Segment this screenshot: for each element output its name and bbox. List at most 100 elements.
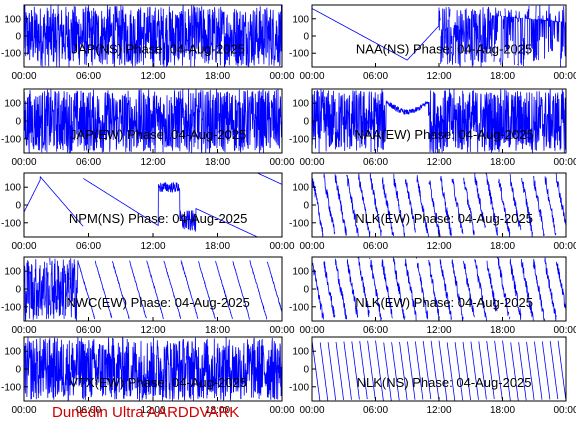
phase-panel-5: 100 0 -100 00:00 06:00 12:00 18:00 00:00 NLK(EW)… <box>289 172 576 252</box>
y-tick-label: -100 <box>1 134 21 145</box>
phase-panel-8: 100 0 -100 00:00 06:00 12:00 18:00 00:00 VTX(EW)… <box>1 336 295 416</box>
phase-series-line <box>312 257 566 321</box>
y-tick-label: 0 <box>303 201 309 212</box>
x-tick-label: 00:00 <box>553 71 576 82</box>
x-tick-label: 18:00 <box>205 325 230 336</box>
phase-panel-4: 100 0 -100 00:00 06:00 12:00 18:00 00:00 NPM(NS)… <box>1 172 295 252</box>
x-tick-label: 12:00 <box>140 405 165 416</box>
x-tick-label: 18:00 <box>205 241 230 252</box>
y-tick-label: 100 <box>292 14 309 25</box>
panel-title: NPM(NS) Phase: 04-Aug-2025 <box>69 211 247 226</box>
panel-title: NLK(EW) Phase: 04-Aug-2025 <box>355 295 533 310</box>
x-tick-label: 00:00 <box>553 325 576 336</box>
x-tick-label: 00:00 <box>11 71 36 82</box>
x-tick-label: 18:00 <box>490 157 515 168</box>
y-tick-label: 100 <box>4 99 21 110</box>
y-tick-label: -100 <box>1 382 21 393</box>
y-tick-label: 0 <box>303 365 309 376</box>
x-tick-label: 00:00 <box>269 405 294 416</box>
phase-series-line <box>24 89 282 153</box>
x-tick-label: 00:00 <box>11 241 36 252</box>
panel-title: VTX(EW) Phase: 04-Aug-2025 <box>69 375 247 390</box>
x-tick-label: 00:00 <box>11 325 36 336</box>
phase-series-line <box>312 89 566 153</box>
y-tick-label: 0 <box>15 285 21 296</box>
x-tick-label: 06:00 <box>76 157 101 168</box>
y-tick-label: 100 <box>4 347 21 358</box>
y-tick-label: 100 <box>292 267 309 278</box>
station-footer: Dunedin Ultra AARDDVARK <box>52 404 240 421</box>
phase-panel-2: 100 0 -100 00:00 06:00 12:00 18:00 00:00 JAP(EW)… <box>1 88 295 168</box>
x-tick-label: 06:00 <box>363 157 388 168</box>
panel-title: NLK(NS) Phase: 04-Aug-2025 <box>357 375 532 390</box>
y-tick-label: 100 <box>292 347 309 358</box>
x-tick-label: 06:00 <box>363 325 388 336</box>
x-tick-label: 18:00 <box>490 405 515 416</box>
x-tick-label: 00:00 <box>269 325 294 336</box>
y-tick-label: 100 <box>4 14 21 25</box>
phase-series-line <box>312 173 566 237</box>
phase-panel-9: 100 0 -100 00:00 06:00 12:00 18:00 00:00 NLK(NS)… <box>289 336 576 416</box>
phase-series-line <box>24 173 282 237</box>
x-tick-label: 12:00 <box>426 241 451 252</box>
x-tick-label: 00:00 <box>299 71 324 82</box>
x-tick-label: 12:00 <box>140 71 165 82</box>
phase-panel-1: 100 0 -100 00:00 06:00 12:00 18:00 00:00 NAA(NS)… <box>289 4 576 82</box>
x-tick-label: 00:00 <box>553 405 576 416</box>
x-tick-label: 06:00 <box>363 71 388 82</box>
y-tick-label: -100 <box>1 302 21 313</box>
x-tick-label: 06:00 <box>76 241 101 252</box>
y-tick-label: 0 <box>15 32 21 43</box>
x-tick-label: 00:00 <box>11 157 36 168</box>
phase-series-line <box>312 5 566 67</box>
y-tick-label: 100 <box>4 183 21 194</box>
phase-series-line <box>312 340 566 401</box>
y-tick-label: -100 <box>289 49 309 60</box>
y-tick-label: 100 <box>292 99 309 110</box>
x-tick-label: 12:00 <box>426 71 451 82</box>
x-tick-label: 00:00 <box>11 405 36 416</box>
y-tick-label: -100 <box>289 218 309 229</box>
panel-title: JAP(EW) Phase: 04-Aug-2025 <box>70 127 246 142</box>
x-tick-label: 06:00 <box>363 241 388 252</box>
x-tick-label: 00:00 <box>299 405 324 416</box>
y-tick-label: 0 <box>303 32 309 43</box>
phase-panel-7: 100 0 -100 00:00 06:00 12:00 18:00 00:00 NLK(EW)… <box>289 256 576 336</box>
phase-series-line <box>24 5 282 67</box>
y-tick-label: 100 <box>4 267 21 278</box>
panel-title: NAA(NS) Phase: 04-Aug-2025 <box>356 41 532 56</box>
y-tick-label: -100 <box>289 302 309 313</box>
x-tick-label: 18:00 <box>205 405 230 416</box>
y-tick-label: -100 <box>1 218 21 229</box>
y-tick-label: 0 <box>303 285 309 296</box>
x-tick-label: 00:00 <box>269 157 294 168</box>
x-tick-label: 06:00 <box>76 325 101 336</box>
panel-title: NWC(EW) Phase: 04-Aug-2025 <box>66 295 250 310</box>
x-tick-label: 06:00 <box>363 405 388 416</box>
y-tick-label: 0 <box>15 365 21 376</box>
y-tick-label: 0 <box>303 117 309 128</box>
y-tick-label: 0 <box>15 117 21 128</box>
panel-frame <box>311 256 567 322</box>
panel-frame <box>23 172 283 238</box>
y-tick-label: 0 <box>15 201 21 212</box>
y-tick-label: 100 <box>292 183 309 194</box>
x-tick-label: 00:00 <box>553 157 576 168</box>
x-tick-label: 00:00 <box>269 71 294 82</box>
x-tick-label: 12:00 <box>426 405 451 416</box>
x-tick-label: 18:00 <box>205 71 230 82</box>
x-tick-label: 06:00 <box>76 71 101 82</box>
x-tick-label: 18:00 <box>490 71 515 82</box>
x-tick-label: 00:00 <box>269 241 294 252</box>
phase-panel-3: 100 0 -100 00:00 06:00 12:00 18:00 00:00 NAA(EW)… <box>289 88 576 168</box>
x-tick-label: 12:00 <box>426 157 451 168</box>
y-tick-label: -100 <box>289 134 309 145</box>
x-tick-label: 18:00 <box>490 325 515 336</box>
x-tick-label: 00:00 <box>553 241 576 252</box>
x-tick-label: 00:00 <box>299 157 324 168</box>
x-tick-label: 00:00 <box>299 241 324 252</box>
panel-title: NAA(EW) Phase: 04-Aug-2025 <box>354 127 533 142</box>
panel-title: JAP(NS) Phase: 04-Aug-2025 <box>71 41 244 56</box>
